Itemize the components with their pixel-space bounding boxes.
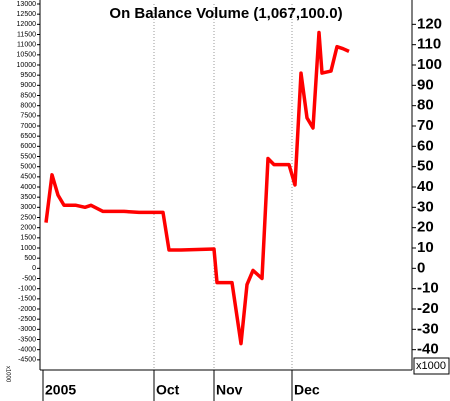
- y-tick-label: 60: [417, 137, 434, 154]
- y2-tick-label: 9500: [20, 72, 36, 79]
- obv-line: [44, 30, 350, 346]
- y-tick-label: -20: [417, 300, 439, 317]
- x-tick-label: Nov: [216, 382, 243, 398]
- y-tick-label: 50: [417, 158, 434, 175]
- y-tick-label: 80: [417, 97, 434, 114]
- y-tick-label: 120: [417, 15, 442, 32]
- y2-tick-label: -1000: [18, 286, 36, 293]
- y2-tick-label: 6000: [20, 143, 36, 150]
- y2-tick-label: 10000: [17, 62, 37, 69]
- y-tick-label: -40: [417, 341, 439, 358]
- y2-tick-label: -3000: [18, 326, 36, 333]
- y2-tick-label: 1500: [20, 235, 36, 242]
- x-tick-label: Dec: [294, 382, 320, 398]
- y-tick-label: 100: [417, 56, 442, 73]
- y2-tick-label: -3500: [18, 336, 36, 343]
- x-tick-label: Oct: [156, 382, 180, 398]
- y2-tick-label: 6500: [20, 133, 36, 140]
- y2-tick-label: 500: [24, 255, 36, 262]
- unit-box: [413, 357, 450, 375]
- y-tick-label: 0: [417, 259, 425, 276]
- y-tick-label: 30: [417, 198, 434, 215]
- y-unit-label: x1000: [416, 360, 446, 372]
- x-tick-label: 2005: [45, 382, 76, 398]
- y2-tick-label: 2000: [20, 225, 36, 232]
- y2-tick-label: 1000: [20, 245, 36, 252]
- y-tick-label: 10: [417, 239, 434, 256]
- y2-tick-label: 8500: [20, 92, 36, 99]
- y2-tick-label: 5000: [20, 164, 36, 171]
- y2-tick-label: 9000: [20, 82, 36, 89]
- y2-tick-label: 11000: [17, 42, 36, 49]
- y2-tick-label: -2500: [18, 316, 36, 323]
- y2-tick-label: -2000: [18, 306, 36, 313]
- y2-tick-label: 3000: [20, 204, 36, 211]
- y2-tick-label: 8000: [20, 103, 36, 110]
- y2-tick-label: -500: [22, 275, 36, 282]
- y-tick-label: 20: [417, 219, 434, 236]
- y2-tick-label: 11500: [17, 31, 36, 38]
- y2-tick-label: 2500: [20, 214, 36, 221]
- chart-title: On Balance Volume (1,067,100.0): [109, 5, 342, 22]
- y2-tick-label: 12000: [17, 21, 37, 28]
- y2-tick-label: 3500: [20, 194, 36, 201]
- y2-tick-label: -1500: [18, 296, 36, 303]
- y-tick-label: -30: [417, 320, 439, 337]
- y-tick-label: 110: [417, 36, 441, 53]
- y-tick-label: 90: [417, 76, 434, 93]
- y2-tick-label: 10500: [17, 52, 37, 59]
- y2-tick-label: 4500: [20, 174, 36, 181]
- y2-tick-label: 0: [32, 265, 36, 272]
- y2-tick-label: 5500: [20, 153, 36, 160]
- y2-tick-label: -4000: [18, 347, 36, 354]
- y-tick-label: 70: [417, 117, 434, 134]
- y2-unit-label: x1000: [4, 366, 10, 383]
- y2-tick-label: 13000: [17, 1, 37, 8]
- y2-tick-label: 7500: [20, 113, 36, 120]
- y2-tick-label: 7000: [20, 123, 36, 130]
- y-tick-label: -10: [417, 280, 439, 297]
- y-tick-label: 40: [417, 178, 434, 195]
- y2-tick-label: 4000: [20, 184, 36, 191]
- y2-tick-label: -4500: [18, 357, 36, 364]
- y2-tick-label: 12500: [17, 11, 37, 18]
